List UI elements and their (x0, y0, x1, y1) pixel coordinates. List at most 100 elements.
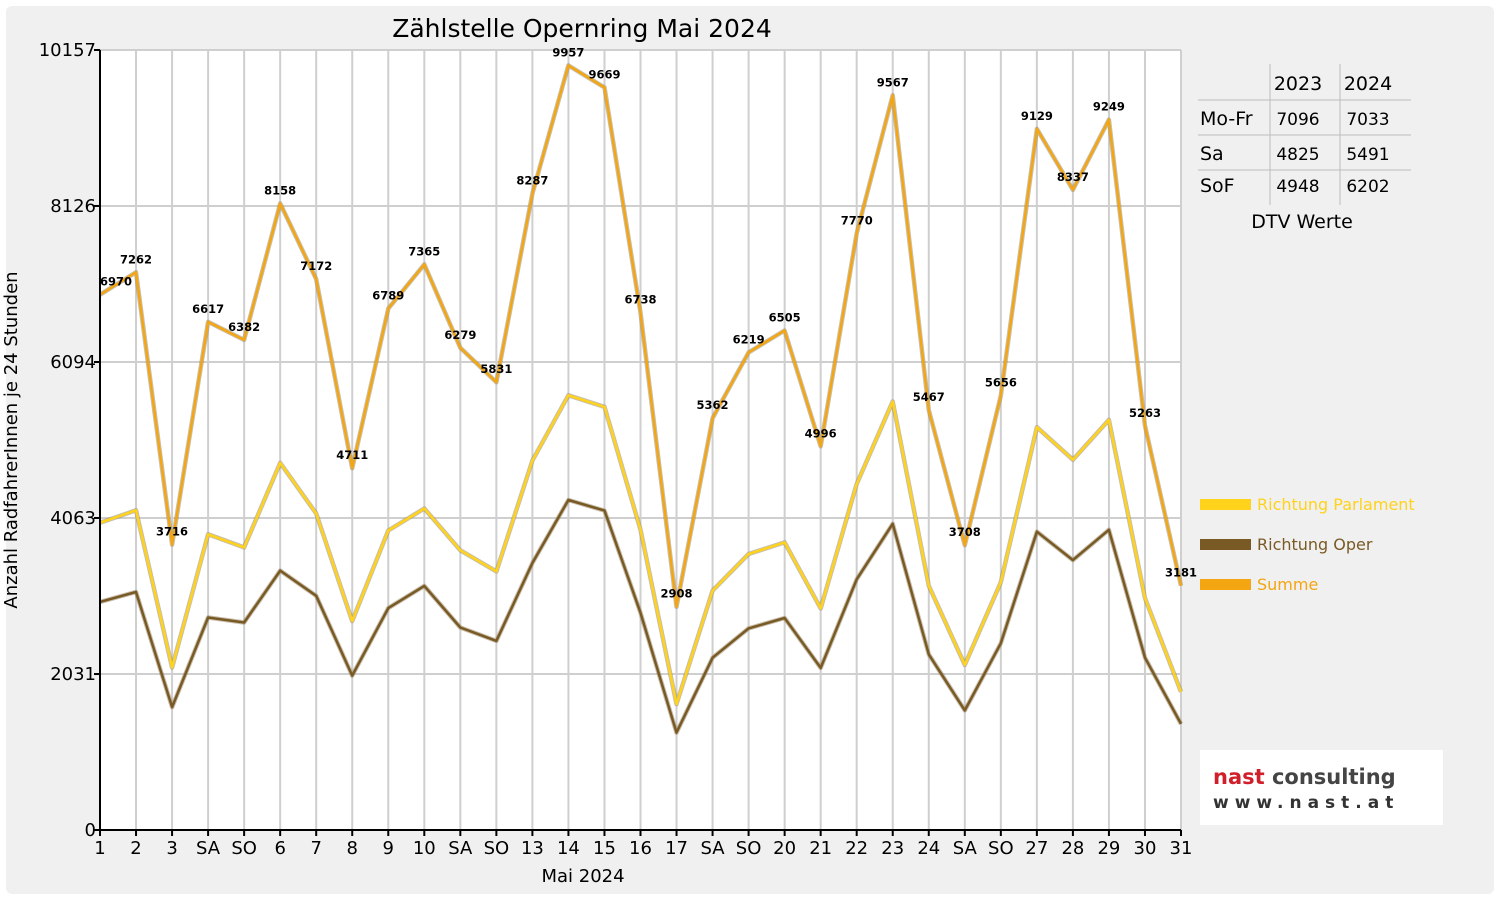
x-tick-label: 21 (809, 838, 832, 859)
series-lines (98, 63, 1184, 735)
table-cell: 4948 (1276, 177, 1319, 197)
x-tick-label: 20 (773, 838, 796, 859)
data-label: 6617 (192, 302, 224, 316)
data-label: 7172 (300, 259, 332, 273)
table-cell: 7033 (1346, 110, 1389, 130)
x-tick-label: 10 (413, 838, 436, 859)
data-label: 3181 (1165, 566, 1197, 580)
table-header-2024: 2024 (1344, 73, 1392, 95)
x-tick-label: SA (448, 838, 473, 859)
series-line-richtung-oper (99, 498, 1183, 734)
x-tick-label: SA (953, 838, 978, 859)
x-tick-label: 29 (1097, 838, 1120, 859)
x-tick-label: 17 (665, 838, 688, 859)
grid-lines (100, 49, 1182, 830)
x-axis-label: Mai 2024 (541, 866, 624, 887)
logo-name-part: consulting (1272, 765, 1396, 789)
x-tick-label: SA (196, 838, 221, 859)
y-tick-labels: 0 2031 4063 6094 8126 10157 (39, 40, 96, 841)
dtv-table: 2023 2024 Mo-Fr 7096 7033 Sa 4825 5491 S… (1198, 64, 1411, 233)
x-tick-label: 16 (629, 838, 652, 859)
legend-swatch-summe (1200, 579, 1251, 590)
logo-name-part: nast (1213, 765, 1272, 789)
data-label: 5467 (913, 390, 945, 404)
data-label: 5831 (480, 362, 512, 376)
data-label: 3708 (949, 525, 981, 539)
table-cell: 6202 (1346, 177, 1389, 197)
x-tick-label: 7 (310, 838, 321, 859)
data-label: 6279 (444, 328, 476, 342)
y-tick-label: 8126 (50, 196, 96, 217)
legend: Richtung Parlament Richtung Oper Summe (1200, 495, 1415, 594)
logo-url: www.nast.at (1213, 793, 1399, 813)
table-row-label: SoF (1200, 175, 1235, 197)
x-tick-label: 23 (881, 838, 904, 859)
y-tick-label: 10157 (39, 40, 96, 61)
data-label: 6382 (228, 320, 260, 334)
data-label: 6738 (624, 293, 656, 307)
x-tick-label: 28 (1061, 838, 1084, 859)
x-tick-label: 31 (1170, 838, 1193, 859)
table-cell: 5491 (1346, 145, 1389, 165)
data-label: 8158 (264, 184, 296, 198)
data-label: 6970 (100, 275, 132, 289)
data-label: 7365 (408, 244, 440, 258)
nast-logo: nast consulting www.nast.at (1200, 750, 1443, 825)
data-label: 9957 (552, 45, 584, 59)
legend-swatch-parlament (1200, 499, 1251, 510)
x-tick-label: 3 (166, 838, 177, 859)
data-label: 6219 (733, 332, 765, 346)
y-tick-label: 2031 (50, 664, 96, 685)
data-label: 8337 (1057, 170, 1089, 184)
data-label: 7770 (841, 213, 873, 227)
data-label: 5656 (985, 376, 1017, 390)
x-tick-label: 14 (557, 838, 580, 859)
x-tick-label: 27 (1025, 838, 1048, 859)
y-tick-label: 0 (85, 820, 96, 841)
data-label: 9249 (1093, 100, 1125, 114)
chart-title: Zählstelle Opernring Mai 2024 (392, 14, 772, 43)
y-tick-label: 4063 (50, 508, 96, 529)
data-label: 9669 (588, 67, 620, 81)
data-label: 5263 (1129, 406, 1161, 420)
x-tick-label: SA (701, 838, 726, 859)
x-tick-label: 9 (383, 838, 394, 859)
x-tick-label: 1 (94, 838, 105, 859)
logo-name: nast consulting (1213, 765, 1396, 789)
table-caption: DTV Werte (1251, 211, 1353, 233)
x-tick-label: SO (988, 838, 1014, 859)
data-label: 8287 (516, 174, 548, 188)
data-label: 6789 (372, 289, 404, 303)
x-tick-label: SO (736, 838, 762, 859)
y-tick-label: 6094 (50, 352, 96, 373)
data-label: 4996 (805, 426, 837, 440)
x-tick-labels: 1 2 3 SA SO 6 7 8 9 10 SA SO 13 14 15 16 17 SA SO 20 21 22 23 2… (94, 838, 1192, 859)
table-cell: 4825 (1276, 145, 1319, 165)
x-tick-label: 2 (130, 838, 141, 859)
axes (94, 49, 1182, 836)
legend-label-summe: Summe (1257, 575, 1318, 594)
data-labels: 6970 7262 3716 6617 6382 8158 7172 4711 6789 7365… (100, 45, 1197, 600)
data-label: 3716 (156, 525, 188, 539)
x-tick-label: 13 (521, 838, 544, 859)
table-row-label: Sa (1200, 143, 1224, 165)
logo-box (1200, 750, 1443, 825)
series-line-richtung-parlament (99, 394, 1183, 706)
x-tick-label: SO (484, 838, 510, 859)
x-tick-label: 8 (347, 838, 358, 859)
data-label: 4711 (336, 448, 368, 462)
x-tick-label: SO (231, 838, 257, 859)
legend-swatch-oper (1200, 539, 1251, 550)
data-label: 6505 (769, 310, 801, 324)
x-tick-label: 24 (917, 838, 940, 859)
table-header-2023: 2023 (1274, 73, 1322, 95)
data-label: 2908 (661, 587, 693, 601)
table-row-label: Mo-Fr (1200, 108, 1253, 130)
x-tick-label: 6 (274, 838, 285, 859)
data-label: 9567 (877, 75, 909, 89)
series-line-summe (99, 64, 1183, 608)
data-label: 9129 (1021, 109, 1053, 123)
table-cell: 7096 (1276, 110, 1319, 130)
data-label: 5362 (697, 398, 729, 412)
